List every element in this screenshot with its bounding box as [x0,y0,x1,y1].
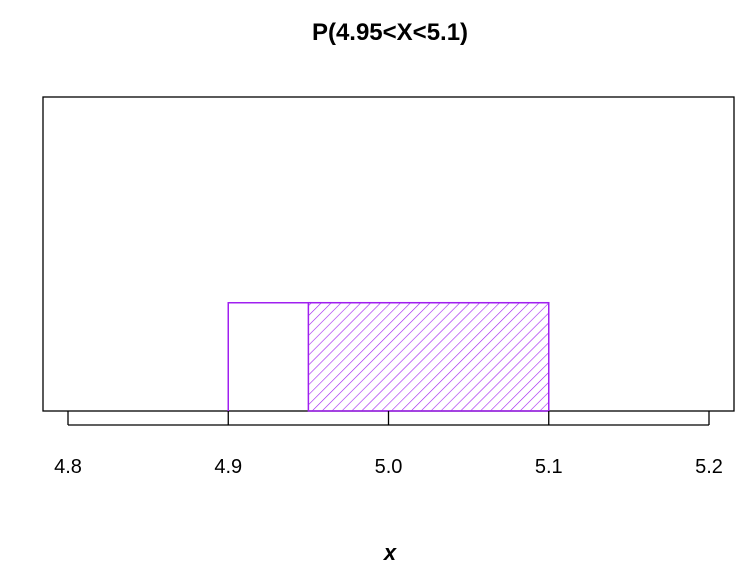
x-tick-label: 5.2 [695,456,723,478]
density-curve [227,301,550,411]
x-axis-label: x [383,540,397,561]
density-layer [227,301,550,412]
x-tick-label: 5.1 [535,456,563,478]
x-axis: 4.8 4.9 5.0 5.1 5.2 [54,411,723,478]
x-tick-label: 4.9 [214,456,242,478]
shaded-probability-region [307,301,550,412]
x-tick-label: 5.0 [375,456,403,478]
x-tick-label: 4.8 [54,456,82,478]
chart-title: P(4.95<X<5.1) [312,19,468,46]
